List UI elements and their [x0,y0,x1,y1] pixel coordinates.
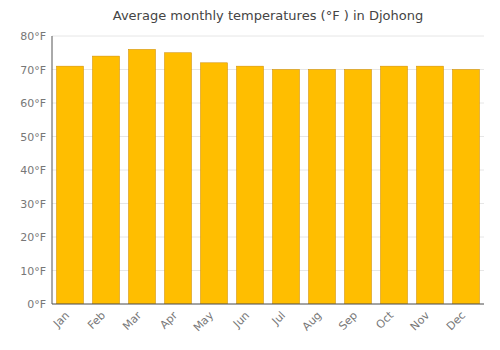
bar [93,56,120,304]
y-tick-label: 60°F [20,97,46,110]
x-tick-label: Nov [408,309,433,334]
bar [417,66,444,304]
x-tick-label: Feb [85,309,108,332]
grid-line [52,304,484,305]
chart-svg: Average monthly temperatures (°F ) in Dj… [0,0,500,350]
y-tick-label: 10°F [20,265,46,278]
x-tick-label: Jan [50,309,72,331]
grid [52,36,484,304]
bar [273,70,300,305]
bar [381,66,408,304]
bars [57,49,480,304]
y-tick-label: 20°F [20,231,46,244]
y-tick-label: 50°F [20,131,46,144]
y-tick-label: 30°F [20,198,46,211]
x-tick-label: Oct [373,308,396,331]
x-tick-label: Mar [120,309,144,333]
x-tick-label: Sep [336,309,360,333]
bar [165,53,192,304]
y-tick-label: 80°F [20,30,46,43]
y-tick-label: 0°F [27,298,46,311]
x-tick-label: Jul [269,309,288,328]
x-tick-label: Jun [230,309,252,331]
chart-container: Average monthly temperatures (°F ) in Dj… [0,0,500,350]
bar [345,70,372,305]
grid-line [52,36,484,37]
bar [309,70,336,305]
y-axis-line [52,36,53,304]
x-tick-label: May [191,309,217,335]
bar [201,63,228,304]
x-axis-line [52,304,484,305]
x-tick-label: Apr [157,309,180,332]
title: Average monthly temperatures (°F ) in Dj… [113,8,423,23]
bar [237,66,264,304]
bar [453,70,480,305]
y-tick-label: 40°F [20,164,46,177]
bar [129,49,156,304]
x-tick-label: Dec [444,309,468,333]
x-tick-label: Aug [300,309,324,333]
bar [57,66,84,304]
y-tick-label: 70°F [20,64,46,77]
